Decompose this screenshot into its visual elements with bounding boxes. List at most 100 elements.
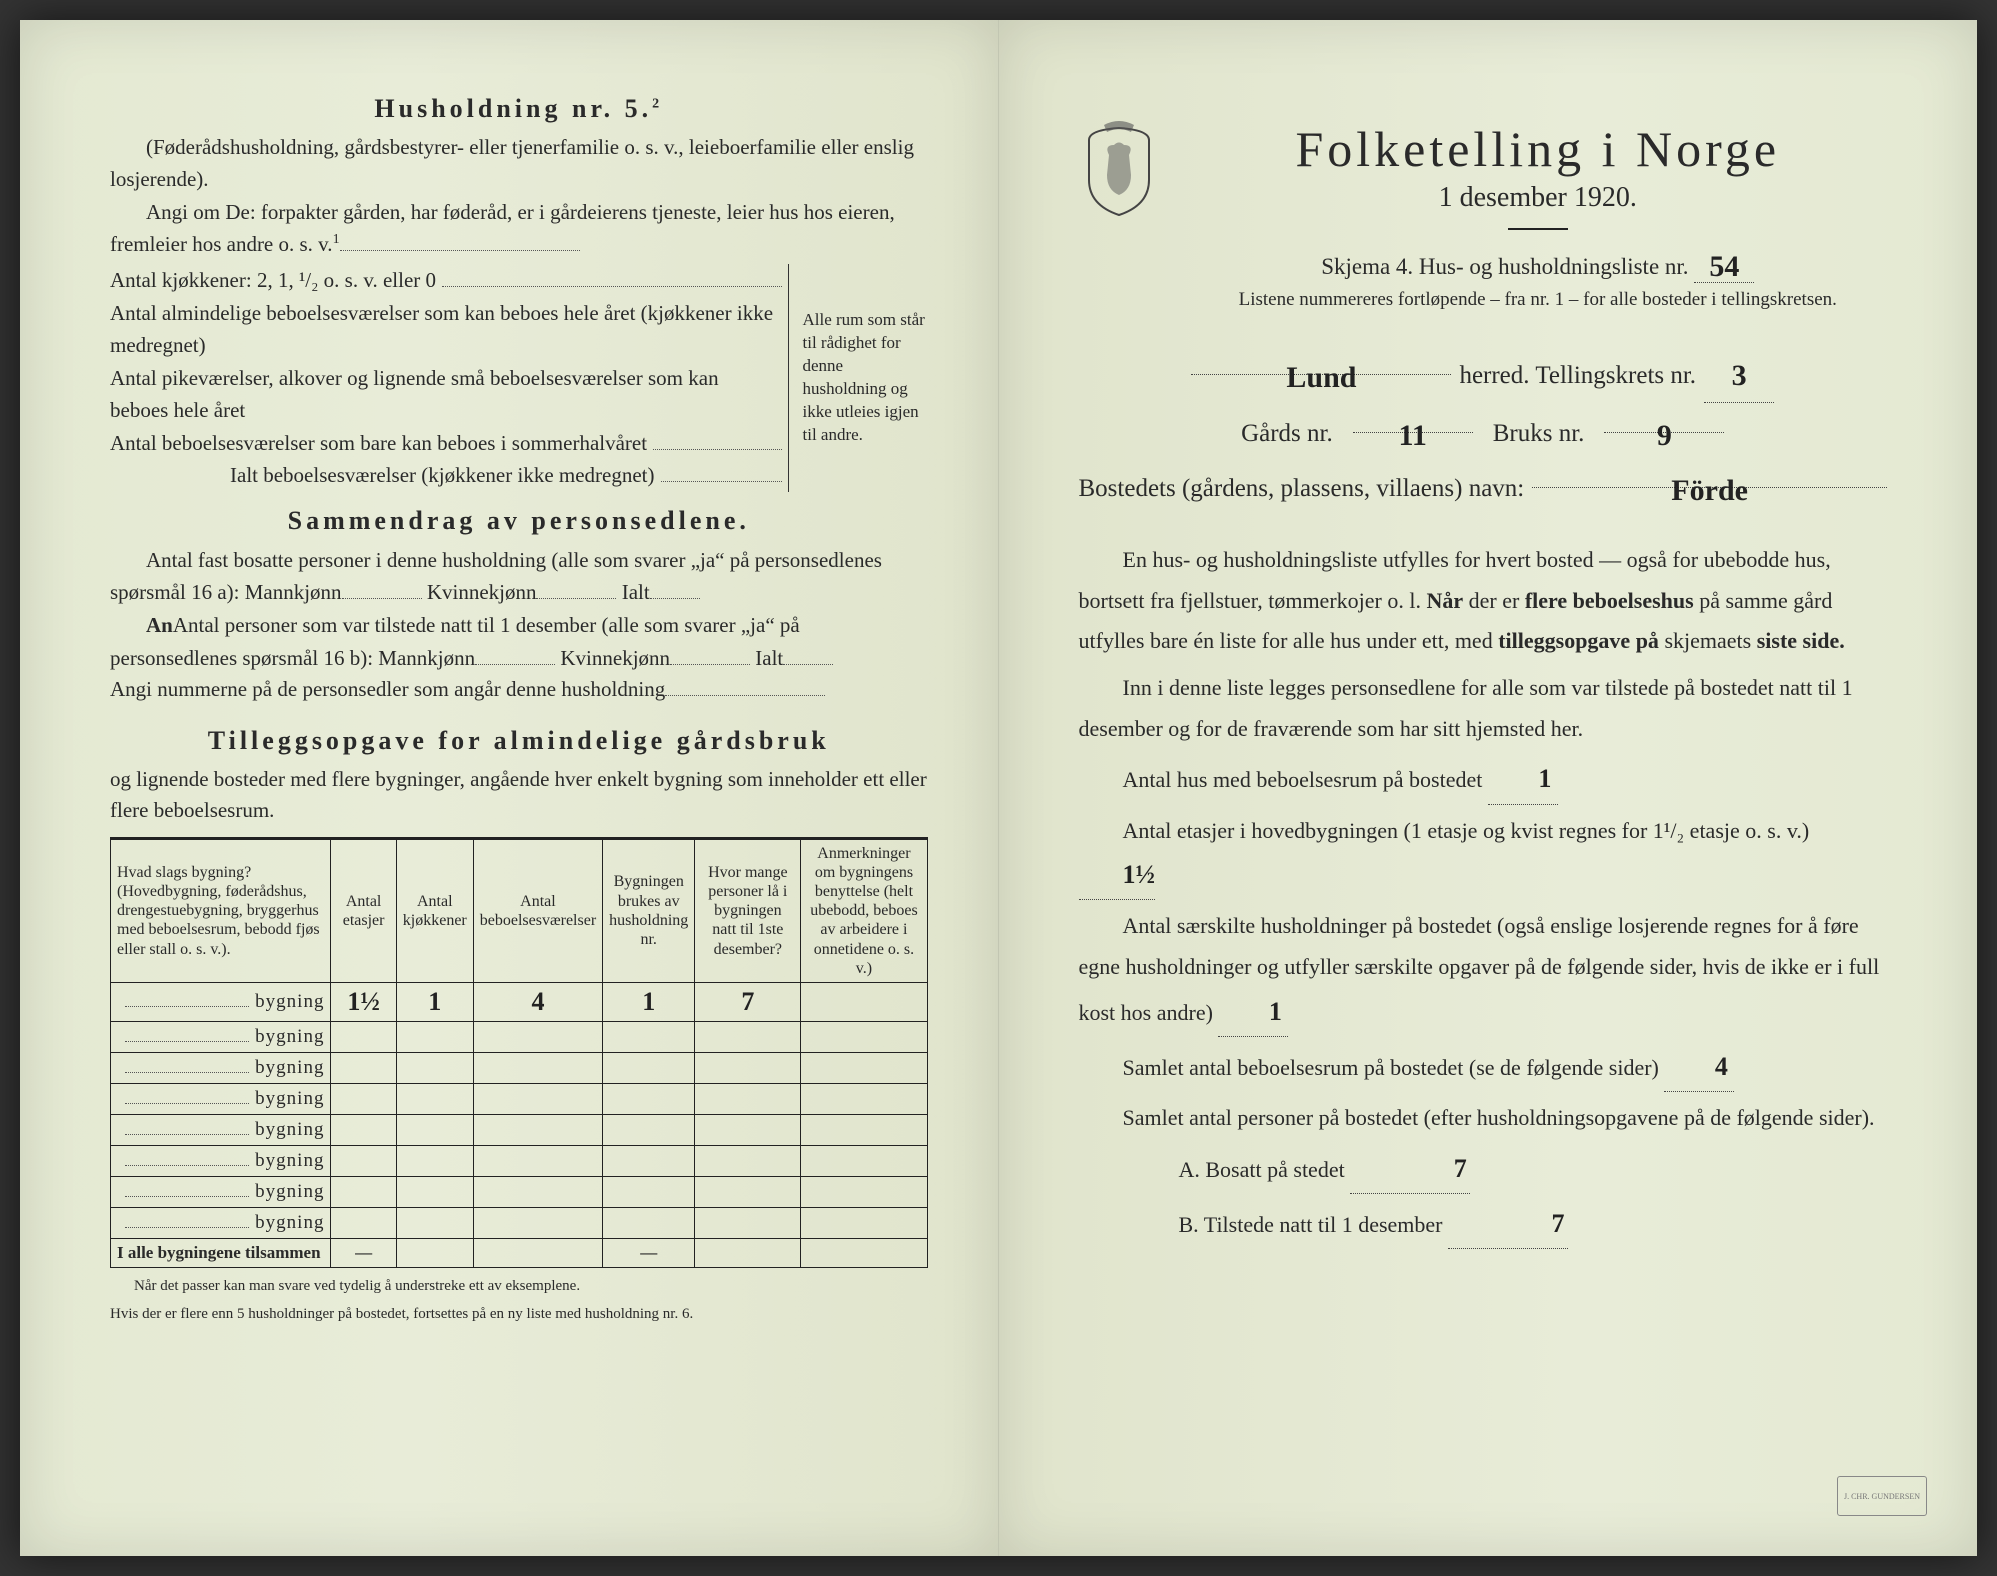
bosted-value: Förde xyxy=(1671,474,1748,507)
f-B-value: 7 xyxy=(1552,1209,1565,1238)
summ-ialt2: Ialt xyxy=(755,646,783,670)
skjema-line: Skjema 4. Hus- og husholdningsliste nr. … xyxy=(1189,248,1888,283)
row-label-cell: bygning xyxy=(111,982,331,1021)
main-title: Folketelling i Norge xyxy=(1189,120,1888,178)
table-cell xyxy=(801,1083,927,1114)
table-cell xyxy=(603,1083,695,1114)
f-hush-label: Antal særskilte husholdninger på bostede… xyxy=(1079,913,1880,1024)
document-spread: Husholdning nr. 5.2 (Føderådshusholdning… xyxy=(20,20,1977,1556)
row-label-cell: bygning xyxy=(111,1145,331,1176)
bracket-note: Alle rum som står til rådighet for denne… xyxy=(788,264,928,492)
ialt-line: Ialt beboelsesværelser (kjøkkener ikke m… xyxy=(110,459,788,492)
summ-l3: Angi nummerne på de personsedler som ang… xyxy=(110,677,665,701)
table-cell xyxy=(331,1114,396,1145)
hh5-para1: (Føderådshusholdning, gårdsbestyrer- ell… xyxy=(110,132,928,195)
hh5-para2-sup: 1 xyxy=(333,232,340,247)
row-label-cell: bygning xyxy=(111,1207,331,1238)
table-cell xyxy=(801,1021,927,1052)
field-hus: Antal hus med beboelsesrum på bostedet 1 xyxy=(1079,755,1888,804)
total-5 xyxy=(695,1238,801,1267)
room-line-3: Antal beboelsesværelser som bare kan beb… xyxy=(110,427,788,460)
f-rom-label: Samlet antal beboelsesrum på bostedet (s… xyxy=(1123,1055,1659,1080)
table-cell xyxy=(473,1083,602,1114)
f-A-label: A. Bosatt på stedet xyxy=(1179,1157,1345,1182)
tillegg-title: Tilleggsopgave for almindelige gårdsbruk xyxy=(110,726,928,756)
total-2 xyxy=(396,1238,473,1267)
blank xyxy=(670,642,750,664)
table-cell xyxy=(396,1052,473,1083)
table-cell xyxy=(801,1145,927,1176)
table-cell xyxy=(331,1176,396,1207)
total-4: — xyxy=(603,1238,695,1267)
field-A: A. Bosatt på stedet 7 xyxy=(1079,1145,1888,1194)
row-label-cell: bygning xyxy=(111,1114,331,1145)
gard-line: Gårds nr. 11 Bruks nr. 9 xyxy=(1079,403,1888,458)
table-cell xyxy=(695,1145,801,1176)
krets-value: 3 xyxy=(1732,359,1747,392)
ialt-label: Ialt beboelsesværelser (kjøkkener ikke m… xyxy=(230,459,655,492)
room-label-2: Antal pikeværelser, alkover og lignende … xyxy=(110,362,776,427)
table-row: bygning xyxy=(111,1176,928,1207)
th-7: Anmerkninger om bygningens benyttelse (h… xyxy=(801,838,927,982)
table-cell xyxy=(396,1083,473,1114)
table-cell xyxy=(396,1021,473,1052)
bosted-label: Bostedets (gårdens, plassens, villaens) … xyxy=(1079,465,1525,513)
f-etasje-value: 1½ xyxy=(1123,860,1156,889)
table-cell xyxy=(396,1207,473,1238)
f-hus-value: 1 xyxy=(1538,764,1551,793)
summary-line-3: Angi nummerne på de personsedler som ang… xyxy=(110,674,928,706)
table-cell xyxy=(801,1207,927,1238)
skjema-label: Skjema 4. Hus- og husholdningsliste nr. xyxy=(1321,254,1688,279)
blank-line xyxy=(340,229,580,251)
table-cell xyxy=(603,1114,695,1145)
f-A-value: 7 xyxy=(1454,1154,1467,1183)
table-cell xyxy=(801,1052,927,1083)
room-line-2: Antal pikeværelser, alkover og lignende … xyxy=(110,362,788,427)
blank xyxy=(650,577,700,599)
table-cell xyxy=(331,1083,396,1114)
coat-of-arms-icon xyxy=(1079,120,1159,220)
f-hus-label: Antal hus med beboelsesrum på bostedet xyxy=(1123,767,1483,792)
table-cell xyxy=(695,1176,801,1207)
summ-kv: Kvinnekjønn xyxy=(427,580,537,604)
table-row: bygning1½1417 xyxy=(111,982,928,1021)
table-cell xyxy=(473,1021,602,1052)
table-cell xyxy=(473,1145,602,1176)
table-cell xyxy=(331,1207,396,1238)
blank xyxy=(665,674,825,696)
table-cell xyxy=(801,1114,927,1145)
total-1: — xyxy=(331,1238,396,1267)
summ-kv2: Kvinnekjønn xyxy=(560,646,670,670)
table-body: bygning1½1417 bygning bygning bygning by… xyxy=(111,982,928,1238)
table-cell xyxy=(473,1207,602,1238)
th-2: Antal etasjer xyxy=(331,838,396,982)
table-cell xyxy=(695,1083,801,1114)
blank xyxy=(536,577,616,599)
divider xyxy=(1508,228,1568,230)
bruk-label: Bruks nr. xyxy=(1493,410,1585,458)
f-B-label: B. Tilstede natt til 1 desember xyxy=(1179,1212,1443,1237)
footnote-1: Når det passer kan man svare ved tydelig… xyxy=(110,1276,928,1296)
dotfill xyxy=(653,429,781,450)
th-1-text: Hvad slags bygning? (Hovedbygning, føder… xyxy=(117,864,320,958)
footnote-2: Hvis der er flere enn 5 husholdninger på… xyxy=(110,1304,928,1324)
table-cell: 1 xyxy=(396,982,473,1021)
th-6: Hvor mange personer lå i bygningen natt … xyxy=(695,838,801,982)
table-cell xyxy=(473,1114,602,1145)
field-hush: Antal særskilte husholdninger på bostede… xyxy=(1079,906,1888,1036)
kitchen-line: Antal kjøkkener: 2, 1, ¹/₂ o. s. v. elle… xyxy=(110,264,788,297)
table-row: bygning xyxy=(111,1207,928,1238)
f-rom-value: 4 xyxy=(1715,1052,1728,1081)
gard-label: Gårds nr. xyxy=(1241,410,1333,458)
table-cell xyxy=(695,1114,801,1145)
th-4: Antal beboelsesværelser xyxy=(473,838,602,982)
room-label-3: Antal beboelsesværelser som bare kan beb… xyxy=(110,427,647,460)
row-label-cell: bygning xyxy=(111,1083,331,1114)
row-label-cell: bygning xyxy=(111,1052,331,1083)
table-cell xyxy=(801,1176,927,1207)
table-cell xyxy=(695,1207,801,1238)
blank xyxy=(342,577,422,599)
dotfill xyxy=(442,266,781,287)
th-3: Antal kjøkkener xyxy=(396,838,473,982)
table-cell: 1 xyxy=(603,982,695,1021)
